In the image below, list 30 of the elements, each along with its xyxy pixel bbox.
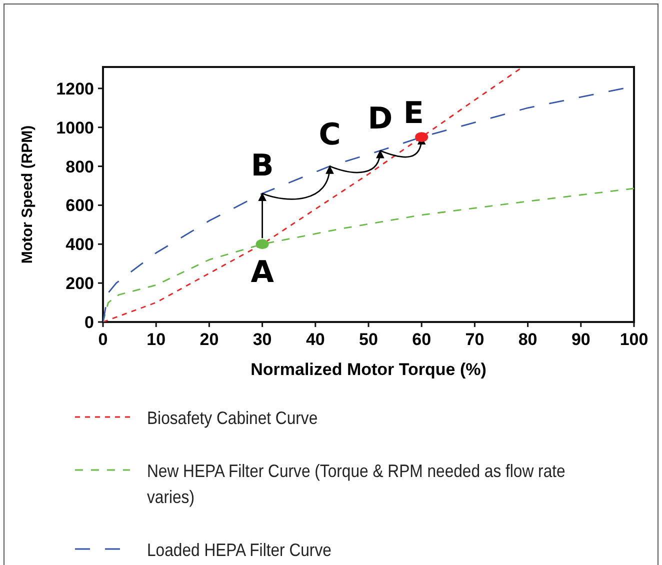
y-tick-label: 0 xyxy=(84,313,94,332)
y-tick-label: 600 xyxy=(66,196,94,216)
legend-label: New HEPA Filter Curve (Torque & RPM needed as flow rate varies) xyxy=(147,461,566,508)
annotation: D xyxy=(368,102,393,137)
x-tick-label: 10 xyxy=(146,330,166,349)
annotation: A xyxy=(250,255,275,290)
y-tick-label: 200 xyxy=(66,274,94,294)
x-tick-label: 30 xyxy=(252,330,272,349)
legend-label: Loaded HEPA Filter Curve xyxy=(147,540,332,560)
annotation: E xyxy=(403,96,424,132)
y-axis-title: Motor Speed (RPM) xyxy=(19,125,36,264)
annotation: B xyxy=(250,148,274,184)
y-tick-label: 1000 xyxy=(56,118,94,138)
annotation: C xyxy=(318,117,341,152)
line-series xyxy=(103,188,634,322)
x-tick-label: 20 xyxy=(200,330,219,349)
x-tick-label: 100 xyxy=(620,330,648,349)
x-tick-label: 70 xyxy=(465,330,484,349)
x-tick-label: 50 xyxy=(359,330,378,349)
y-tick-label: 400 xyxy=(66,235,94,254)
x-tick-label: 0 xyxy=(98,330,108,349)
x-tick-label: 80 xyxy=(518,330,538,349)
x-tick-label: 90 xyxy=(571,330,590,349)
x-tick-label: 40 xyxy=(306,330,325,349)
line-series xyxy=(103,68,521,322)
y-tick-label: 1200 xyxy=(56,79,94,98)
x-tick-label: 60 xyxy=(412,330,432,349)
y-tick-label: 800 xyxy=(66,157,94,176)
x-axis-title: Normalized Motor Torque (%) xyxy=(250,360,486,379)
legend-label: Biosafety Cabinet Curve xyxy=(147,408,318,428)
